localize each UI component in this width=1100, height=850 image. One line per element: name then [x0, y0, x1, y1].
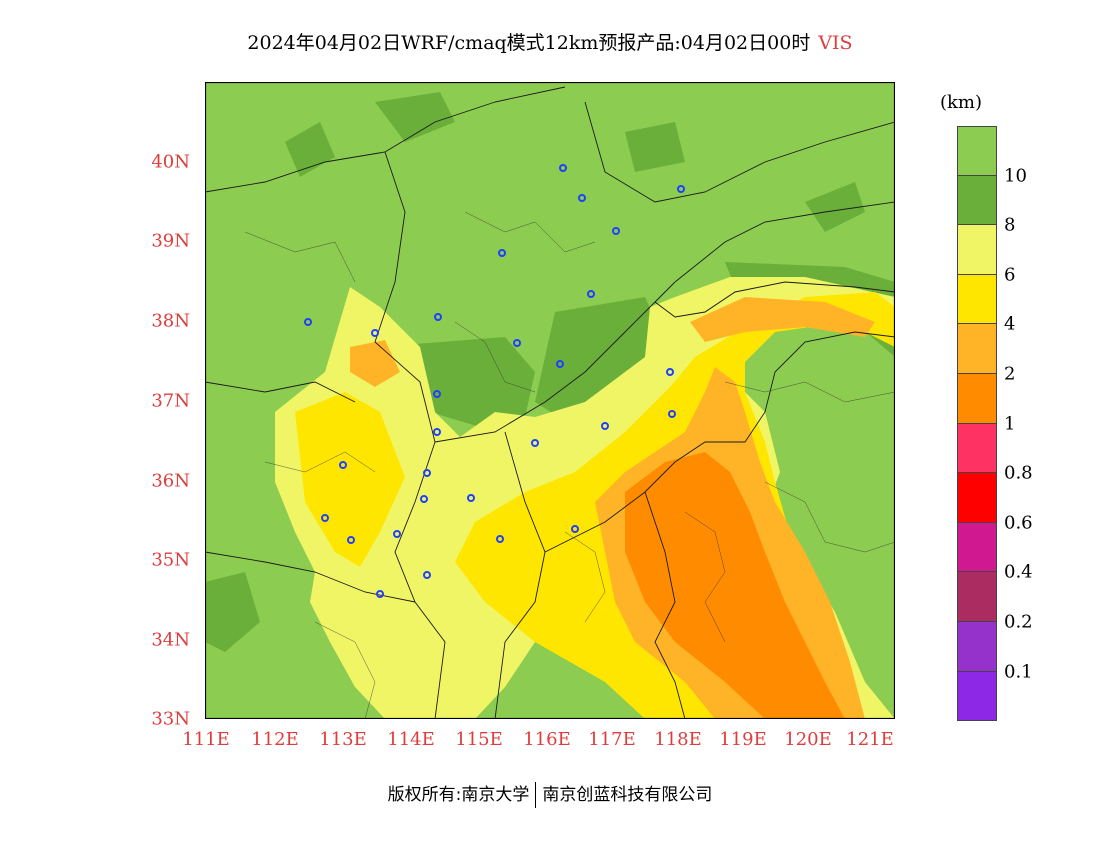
- copyright-separator: [535, 782, 537, 808]
- colorbar-segment: [957, 621, 997, 672]
- colorbar-label: 4: [1004, 313, 1016, 335]
- colorbar-label: 0.2: [1004, 611, 1033, 633]
- lon-label-111: 111E: [182, 729, 230, 750]
- colorbar-segment: [957, 126, 997, 176]
- colorbar-segment: [957, 324, 997, 374]
- visibility-map: [205, 82, 895, 719]
- copyright-footer: 版权所有:南京大学 南京创蓝科技有限公司: [0, 780, 1100, 808]
- colorbar-label: 0.4: [1004, 561, 1033, 583]
- colorbar-segment: [957, 473, 997, 523]
- lon-label-120: 120E: [784, 729, 832, 750]
- lat-label-36: 36N: [151, 470, 190, 492]
- colorbar-segment: [957, 274, 997, 325]
- lon-label-112: 112E: [251, 729, 299, 750]
- lon-label-115: 115E: [455, 729, 503, 750]
- colorbar: [957, 126, 997, 722]
- lon-label-113: 113E: [319, 729, 367, 750]
- county-boundaries: [244, 211, 895, 719]
- lon-label-114: 114E: [387, 729, 435, 750]
- lat-label-37: 37N: [151, 390, 190, 412]
- title-text: 2024年04月02日WRF/cmaq模式12km预报产品:04月02日00时: [247, 32, 811, 54]
- colorbar-label: 10: [1004, 165, 1027, 187]
- copyright-left: 版权所有:南京大学: [387, 785, 530, 805]
- lon-label-116: 116E: [523, 729, 571, 750]
- colorbar-label: 1: [1004, 413, 1016, 435]
- variable-name: VIS: [818, 32, 853, 54]
- colorbar-label: 6: [1004, 264, 1016, 286]
- vis-1-2-area: [625, 452, 845, 719]
- colorbar-segment: [957, 225, 997, 275]
- colorbar-label: 0.1: [1004, 661, 1033, 683]
- colorbar-label: 8: [1004, 214, 1016, 236]
- colorbar-segment: [957, 423, 997, 474]
- vis-4-6-area: [295, 392, 405, 567]
- lat-label-40: 40N: [151, 151, 190, 173]
- colorbar-segment: [957, 522, 997, 573]
- map-title: 2024年04月02日WRF/cmaq模式12km预报产品:04月02日00时 V…: [0, 28, 1100, 55]
- lat-label-33: 33N: [151, 708, 190, 730]
- lon-label-119: 119E: [719, 729, 767, 750]
- colorbar-segment: [957, 175, 997, 226]
- colorbar-unit: (km): [940, 92, 983, 113]
- colorbar-segment: [957, 671, 997, 722]
- colorbar-label: 0.6: [1004, 512, 1033, 534]
- lon-label-118: 118E: [654, 729, 702, 750]
- lon-label-117: 117E: [588, 729, 636, 750]
- station-markers: [304, 164, 685, 598]
- copyright-right: 南京创蓝科技有限公司: [542, 785, 713, 805]
- lon-label-121: 121E: [846, 729, 894, 750]
- colorbar-segment: [957, 373, 997, 424]
- lat-label-39: 39N: [151, 230, 190, 252]
- colorbar-label: 0.8: [1004, 462, 1033, 484]
- colorbar-label: 2: [1004, 363, 1016, 385]
- lat-label-38: 38N: [151, 310, 190, 332]
- lat-label-34: 34N: [151, 629, 190, 651]
- lat-label-35: 35N: [151, 549, 190, 571]
- colorbar-segment: [957, 572, 997, 622]
